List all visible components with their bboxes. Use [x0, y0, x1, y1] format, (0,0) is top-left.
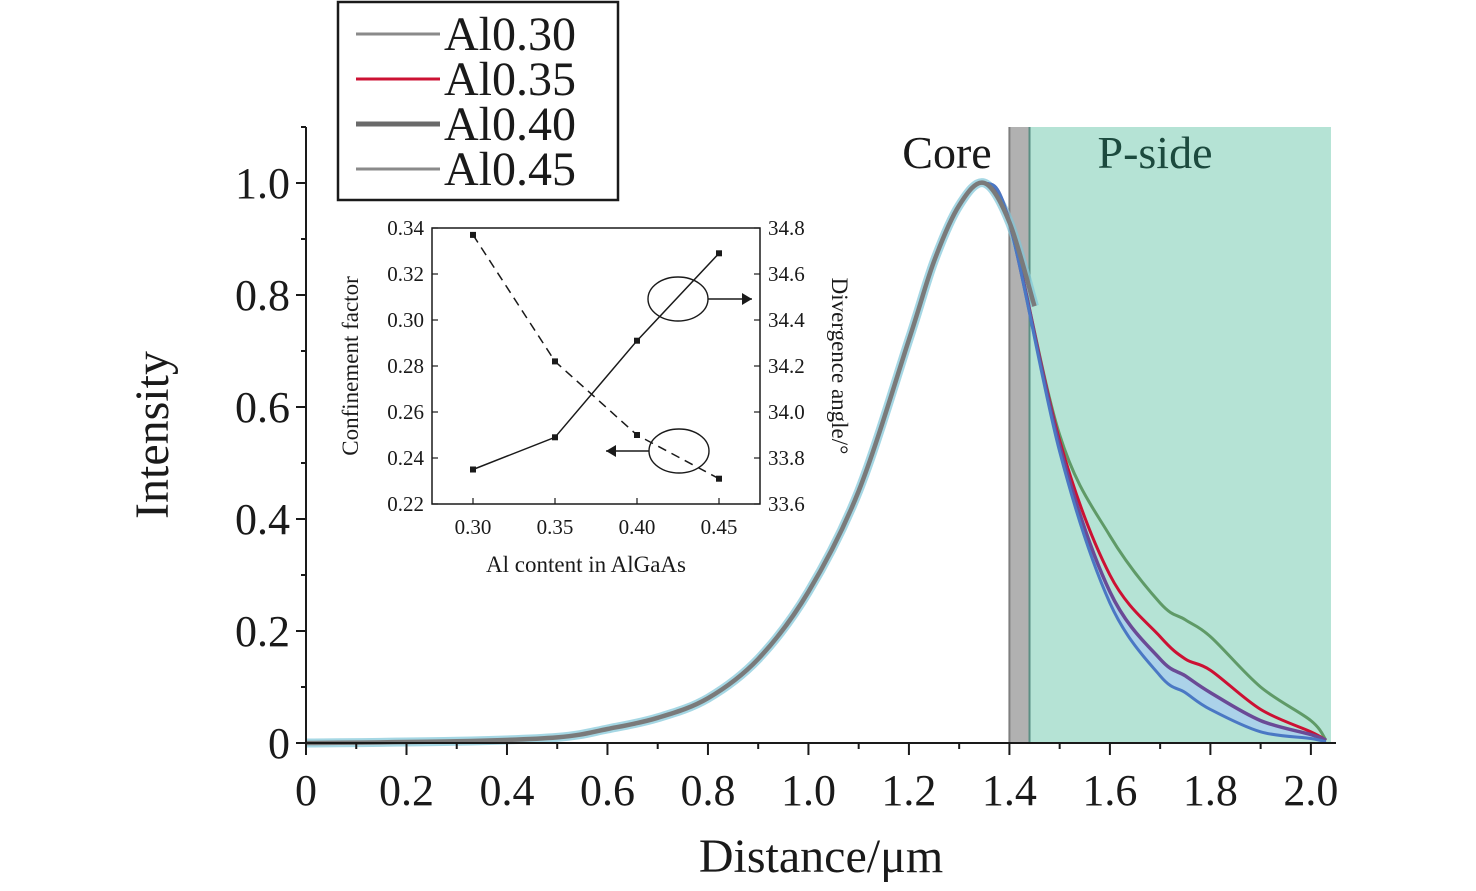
shared-curve: [305, 180, 1037, 746]
inset-frame: [431, 227, 761, 505]
curves: [305, 178, 1328, 748]
y-tick-label: 0.2: [235, 607, 290, 656]
inset-data-point: [634, 337, 640, 344]
x-tick-label: 0.4: [479, 766, 534, 815]
inset-data-point: [470, 231, 476, 238]
inset-y-left-tick-label: 0.26: [387, 400, 424, 424]
inset-data-point: [716, 250, 722, 257]
inset-data-point: [552, 434, 558, 441]
inset-chart: 0.30 0.35 0.40 0.45 0.22 0.24 0.26 0.28 0.30 0.32…: [338, 216, 852, 577]
inset-y-right-tick-label: 33.8: [768, 446, 805, 470]
x-tick-label: 1.2: [881, 766, 936, 815]
inset-y-left-title: Confinement factor: [338, 276, 363, 456]
inset-y-right-tick-label: 34.4: [768, 308, 805, 332]
inset-y-left-tick-label: 0.32: [387, 262, 424, 286]
legend-label: Al0.30: [444, 8, 576, 61]
x-tick-label: 1.6: [1082, 766, 1137, 815]
inset-x-tick-label: 0.35: [537, 515, 574, 539]
x-tick-label: 0.6: [580, 766, 635, 815]
y-tick-label: 0.8: [235, 271, 290, 320]
inset-arrowhead-right: [742, 293, 752, 305]
inset-y-left-tick-label: 0.34: [387, 216, 424, 240]
p-side-label: P-side: [1098, 127, 1213, 178]
axes: 0 0.2 0.4 0.6 0.8 1.0 1.2 1.4 1.6 1.8 2.0 0 0.2 0.4 0.…: [126, 126, 1338, 883]
inset-data-point: [552, 358, 558, 365]
x-axis-title: Distance/μm: [699, 830, 943, 883]
regions: [1008, 127, 1331, 743]
inset-y-left-tick-label: 0.28: [387, 354, 424, 378]
legend-label: Al0.35: [444, 53, 576, 106]
inset-y-right-title: Divergence angle/°: [827, 278, 852, 455]
inset-y-left-tick-label: 0.24: [387, 446, 424, 470]
inset-y-left-tick-label: 0.30: [387, 308, 424, 332]
inset-data-point: [470, 466, 476, 473]
y-tick-label: 0: [268, 719, 290, 768]
core-label: Core: [902, 127, 991, 178]
x-tick-label: 1.0: [781, 766, 836, 815]
x-tick-label: 0.2: [379, 766, 434, 815]
legend-label: Al0.40: [444, 98, 576, 151]
inset-confinement-line: [472, 252, 720, 471]
inset-x-tick-label: 0.40: [619, 515, 656, 539]
inset-y-right-tick-label: 34.2: [768, 354, 805, 378]
inset-y-right-tick-label: 33.6: [768, 492, 805, 516]
y-tick-label: 0.4: [235, 495, 290, 544]
x-tick-label: 0: [295, 766, 317, 815]
inset-x-tick-label: 0.45: [701, 515, 738, 539]
x-tick-label: 0.8: [680, 766, 735, 815]
y-axis-title: Intensity: [126, 351, 179, 519]
inset-arrowhead-left: [606, 445, 616, 457]
inset-y-left-tick-label: 0.22: [387, 492, 424, 516]
legend-label: Al0.45: [444, 143, 576, 196]
inset-divergence-line: [472, 234, 720, 480]
inset-y-right-tick-label: 34.6: [768, 262, 805, 286]
inset-x-tick-label: 0.30: [455, 515, 492, 539]
p-side-region: [1029, 127, 1331, 743]
inset-y-right-tick-label: 34.8: [768, 216, 805, 240]
y-tick-label: 1.0: [235, 159, 290, 208]
y-tick-label: 0.6: [235, 383, 290, 432]
inset-data-point: [634, 432, 640, 438]
x-tick-label: 1.4: [982, 766, 1037, 815]
x-tick-label: 1.8: [1183, 766, 1238, 815]
x-tick-label: 2.0: [1283, 766, 1338, 815]
inset-y-right-tick-label: 34.0: [768, 400, 805, 424]
region-labels: Core P-side: [902, 127, 1212, 178]
inset-data-point: [716, 475, 722, 482]
inset-x-title: Al content in AlGaAs: [486, 552, 686, 577]
